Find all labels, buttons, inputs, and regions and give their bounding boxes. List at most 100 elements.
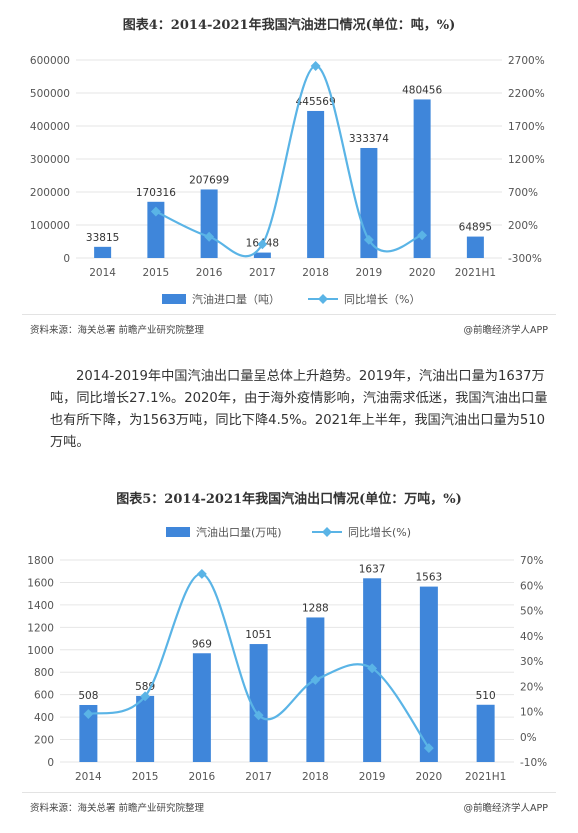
bar [476,704,495,762]
growth-point [363,234,374,245]
x-tick-label: 2015 [143,267,170,279]
growth-point [150,206,161,217]
y-right-tick-label: 20% [520,681,543,693]
legend-line-marker [318,294,328,304]
growth-point [417,230,428,241]
export-chart: 0 200 400 600 800 1000 1200 1400 1600 1800 -10% 0% 1… [27,525,547,783]
bar-value-label: 33815 [86,232,119,244]
y-right-tick-label: 2200% [508,88,545,100]
y-left-tick-label: 600 [34,690,54,702]
y-right-tick-label: 40% [520,631,543,643]
legend-bar-label: 汽油进口量（吨） [192,292,280,306]
y-right-tick-label: 200% [508,220,538,232]
x-tick-label: 2018 [302,771,329,783]
legend-line-label: 同比增长(%) [348,525,411,539]
x-tick-label: 2017 [249,267,276,279]
chart-title: 图表5：2014-2021年我国汽油出口情况(单位：万吨，%) [116,492,462,507]
bar-value-label: 1637 [359,563,386,575]
y-left-tick-label: 200 [34,735,54,747]
growth-point [204,231,215,242]
y-left-tick-label: 600000 [30,55,70,67]
growth-point [257,239,268,250]
y-right-tick-label: 30% [520,656,543,668]
import-chart: 0 100000 200000 300000 400000 500000 600000 -30… [30,55,545,306]
growth-line [155,64,423,258]
bar [94,246,112,258]
bar-value-label: 445569 [296,96,336,108]
body-paragraph: 2014-2019年中国汽油出口量呈总体上升趋势。2019年，汽油出口量为163… [50,366,550,454]
bar [192,653,211,762]
x-tick-label: 2014 [89,267,116,279]
bar-value-label: 508 [78,690,98,702]
bar [413,99,431,258]
bar [307,110,325,259]
bar [253,252,271,258]
y-right-tick-label: -10% [520,757,547,769]
x-tick-label: 2015 [132,771,159,783]
x-tick-label: 2020 [409,267,436,279]
legend-line-marker [322,527,332,537]
chart-title: 图表4：2014-2021年我国汽油进口情况(单位：吨，%) [122,18,456,33]
bar [79,704,98,762]
bar-value-label: 170316 [136,187,176,199]
bar-value-label: 969 [192,638,212,650]
y-left-tick-label: 100000 [30,220,70,232]
bar-value-label: 510 [476,690,496,702]
brand-label: @前瞻经济学人APP [463,325,548,336]
y-left-tick-label: 200000 [30,187,70,199]
bar-value-label: 333374 [349,133,389,145]
bar [136,695,155,762]
growth-point [196,568,207,579]
bar [249,644,268,762]
y-right-tick-label: 700% [508,187,538,199]
source-note: 资料来源：海关总署 前瞻产业研究院整理 [30,325,205,336]
y-right-tick-label: 10% [520,707,543,719]
x-tick-label: 2016 [196,267,223,279]
divider [22,314,556,315]
legend-bar-label: 汽油出口量(万吨) [196,525,282,539]
bar-value-label: 207699 [189,174,229,186]
y-left-tick-label: 1400 [27,600,54,612]
bar-value-label: 1563 [416,572,443,584]
y-left-tick-label: 1000 [27,645,54,657]
y-left-tick-label: 0 [63,253,70,265]
x-tick-label: 2018 [302,267,329,279]
bar-value-label: 1051 [245,629,272,641]
y-left-tick-label: 800 [34,667,54,679]
x-tick-label: 2017 [245,771,272,783]
bar [200,189,218,258]
x-tick-label: 2020 [416,771,443,783]
y-left-tick-label: 300000 [30,154,70,166]
y-right-tick-label: 0% [520,732,537,744]
legend-line-label: 同比增长（%） [344,292,420,306]
growth-point [423,743,434,754]
y-right-tick-label: 1200% [508,154,545,166]
x-tick-label: 2014 [75,771,102,783]
bar [306,617,325,762]
bar [147,201,165,258]
y-right-tick-label: 60% [520,580,543,592]
export-chart-card: 图表5：2014-2021年我国汽油出口情况(单位：万吨，%) 0 200 400 6… [0,480,578,833]
x-tick-label: 2019 [359,771,386,783]
divider [22,792,556,793]
brand-label: @前瞻经济学人APP [463,803,548,814]
legend-bar-swatch [166,527,190,537]
y-left-tick-label: 400000 [30,121,70,133]
y-left-tick-label: 1800 [27,555,54,567]
bar-value-label: 1288 [302,602,329,614]
y-right-tick-label: 1700% [508,121,545,133]
legend-bar-swatch [162,294,186,304]
bar [466,236,484,258]
x-tick-label: 2021H1 [455,267,496,279]
y-right-tick-label: 50% [520,606,543,618]
x-tick-label: 2019 [356,267,383,279]
growth-point [140,691,151,702]
bar-value-label: 64895 [459,222,492,234]
x-tick-label: 2021H1 [465,771,506,783]
paragraph-text: 2014-2019年中国汽油出口量呈总体上升趋势。2019年，汽油出口量为163… [50,369,548,450]
y-left-tick-label: 0 [47,757,54,769]
y-left-tick-label: 1600 [27,577,54,589]
source-note: 资料来源：海关总署 前瞻产业研究院整理 [30,803,205,814]
x-tick-label: 2016 [189,771,216,783]
import-chart-card: 图表4：2014-2021年我国汽油进口情况(单位：吨，%) 0 100000 20… [0,0,578,340]
